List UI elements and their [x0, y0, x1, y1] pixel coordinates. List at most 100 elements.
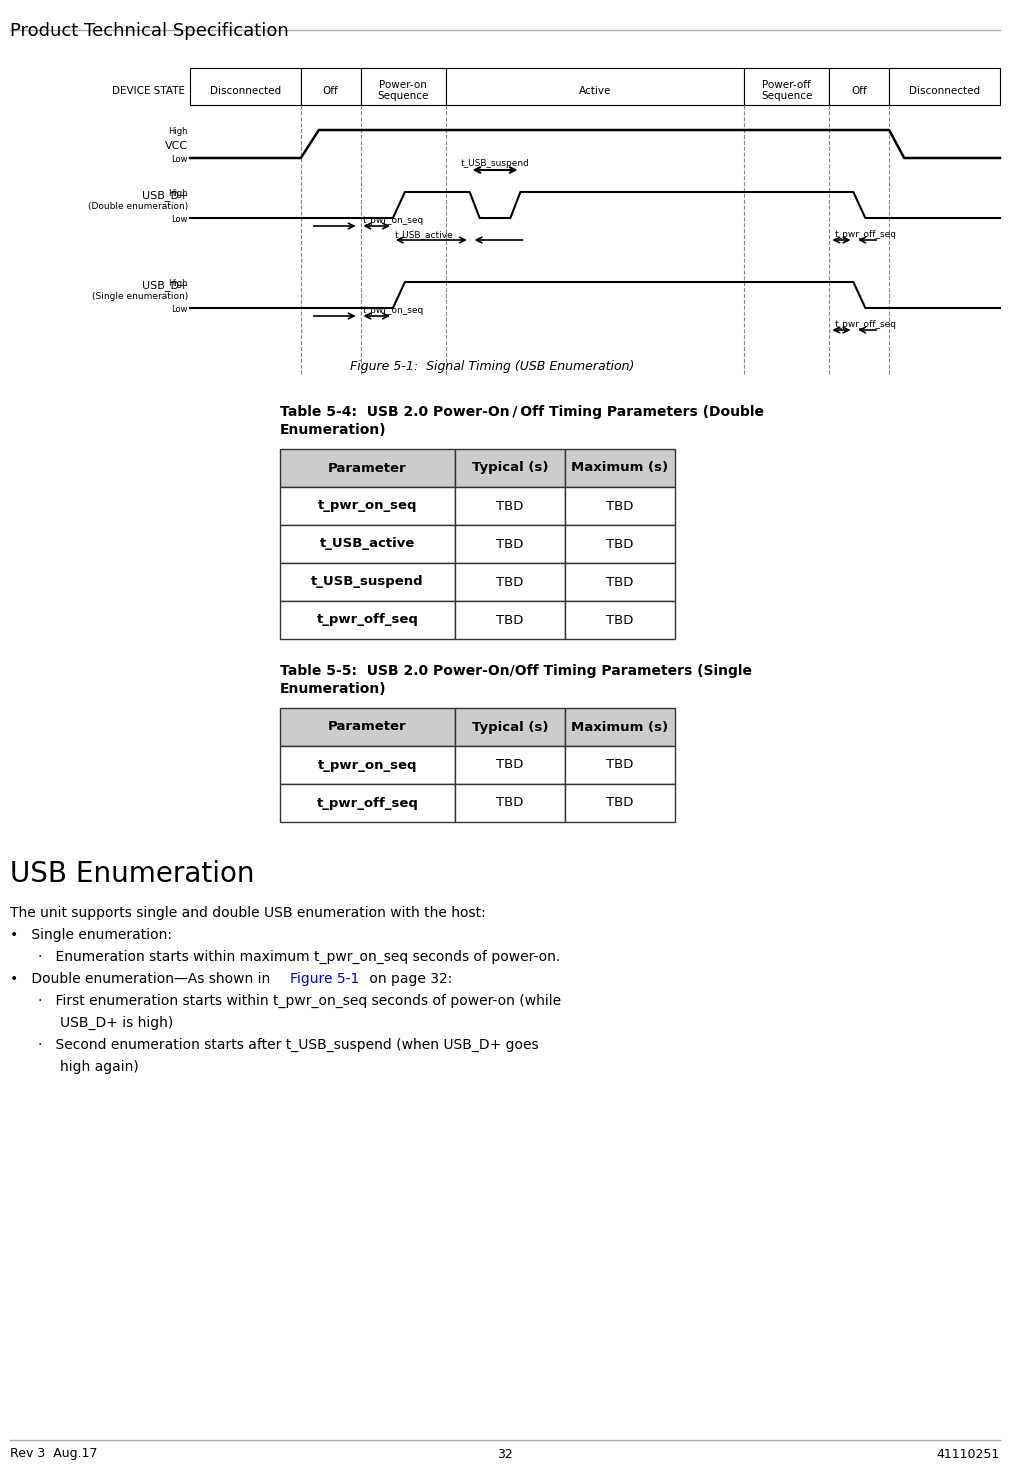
Text: High: High — [169, 189, 188, 199]
Text: Disconnected: Disconnected — [210, 85, 281, 95]
Text: high again): high again) — [60, 1060, 138, 1075]
Text: (Double enumeration): (Double enumeration) — [88, 202, 188, 211]
Text: TBD: TBD — [606, 575, 633, 589]
Text: •   Double enumeration—As shown in: • Double enumeration—As shown in — [10, 972, 275, 985]
Text: •   Single enumeration:: • Single enumeration: — [10, 928, 172, 941]
Bar — [280, 709, 454, 747]
Bar — [301, 67, 361, 105]
Bar — [280, 747, 454, 785]
Bar — [454, 526, 565, 564]
Text: 32: 32 — [497, 1448, 513, 1461]
Text: t_USB_suspend: t_USB_suspend — [461, 160, 529, 168]
Bar — [829, 67, 889, 105]
Bar — [565, 526, 675, 564]
Bar — [454, 747, 565, 785]
Text: Rev 3  Aug.17: Rev 3 Aug.17 — [10, 1448, 98, 1461]
Bar — [454, 449, 565, 488]
Text: The unit supports single and double USB enumeration with the host:: The unit supports single and double USB … — [10, 906, 486, 919]
Bar — [190, 67, 301, 105]
Text: TBD: TBD — [606, 758, 633, 772]
Text: Table 5-4:  USB 2.0 Power-On / Off Timing Parameters (Double: Table 5-4: USB 2.0 Power-On / Off Timing… — [280, 406, 764, 419]
Bar — [454, 785, 565, 821]
Text: Disconnected: Disconnected — [909, 85, 980, 95]
Text: Low: Low — [172, 215, 188, 224]
Text: TBD: TBD — [496, 758, 524, 772]
Text: Figure 5-1:  Signal Timing (USB Enumeration): Figure 5-1: Signal Timing (USB Enumerati… — [350, 360, 634, 373]
Text: TBD: TBD — [606, 613, 633, 627]
Text: TBD: TBD — [606, 537, 633, 550]
Bar — [565, 602, 675, 638]
Text: on page 32:: on page 32: — [365, 972, 452, 985]
Text: TBD: TBD — [496, 537, 524, 550]
Text: USB_D+: USB_D+ — [141, 190, 188, 201]
Bar — [454, 564, 565, 602]
Text: Table 5-5:  USB 2.0 Power-On/Off Timing Parameters (Single: Table 5-5: USB 2.0 Power-On/Off Timing P… — [280, 665, 752, 678]
Bar — [280, 564, 454, 602]
Bar — [280, 785, 454, 821]
Text: ·   First enumeration starts within t_pwr_on_seq seconds of power-on (while: · First enumeration starts within t_pwr_… — [38, 994, 562, 1009]
Text: Low: Low — [172, 306, 188, 315]
Bar — [565, 449, 675, 488]
Text: TBD: TBD — [496, 796, 524, 810]
Text: t_pwr_off_seq: t_pwr_off_seq — [316, 796, 418, 810]
Text: t_pwr_on_seq: t_pwr_on_seq — [318, 758, 417, 772]
Text: High: High — [169, 127, 188, 136]
Bar — [361, 67, 445, 105]
Text: Low: Low — [172, 155, 188, 164]
Text: Power-on
Sequence: Power-on Sequence — [378, 79, 429, 101]
Text: t_USB_active: t_USB_active — [320, 537, 415, 550]
Bar — [280, 449, 454, 488]
Text: TBD: TBD — [496, 575, 524, 589]
Text: USB Enumeration: USB Enumeration — [10, 859, 255, 889]
Bar — [454, 602, 565, 638]
Bar — [565, 564, 675, 602]
Bar — [565, 785, 675, 821]
Text: Off: Off — [323, 85, 338, 95]
Bar — [565, 488, 675, 526]
Text: Product Technical Specification: Product Technical Specification — [10, 22, 289, 40]
Bar — [445, 67, 744, 105]
Bar — [744, 67, 829, 105]
Bar — [454, 709, 565, 747]
Text: USB_D+: USB_D+ — [141, 280, 188, 291]
Bar — [280, 526, 454, 564]
Text: Parameter: Parameter — [328, 461, 407, 474]
Bar — [280, 488, 454, 526]
Text: DEVICE STATE: DEVICE STATE — [112, 86, 185, 97]
Text: Maximum (s): Maximum (s) — [572, 720, 669, 733]
Text: TBD: TBD — [496, 499, 524, 512]
Text: 41110251: 41110251 — [936, 1448, 1000, 1461]
Bar — [454, 488, 565, 526]
Text: Parameter: Parameter — [328, 720, 407, 733]
Text: Active: Active — [579, 85, 611, 95]
Text: Enumeration): Enumeration) — [280, 682, 387, 695]
Text: Power-off
Sequence: Power-off Sequence — [762, 79, 812, 101]
Text: Enumeration): Enumeration) — [280, 423, 387, 436]
Text: Typical (s): Typical (s) — [472, 461, 548, 474]
Bar — [565, 747, 675, 785]
Text: t_USB_suspend: t_USB_suspend — [311, 575, 424, 589]
Text: TBD: TBD — [606, 499, 633, 512]
Text: t_pwr_on_seq: t_pwr_on_seq — [363, 306, 424, 315]
Text: ·   Second enumeration starts after t_USB_suspend (when USB_D+ goes: · Second enumeration starts after t_USB_… — [38, 1038, 538, 1053]
Bar — [565, 709, 675, 747]
Text: Figure 5-1: Figure 5-1 — [290, 972, 360, 985]
Text: t_pwr_on_seq: t_pwr_on_seq — [363, 217, 424, 225]
Text: t_pwr_on_seq: t_pwr_on_seq — [318, 499, 417, 512]
Bar — [280, 602, 454, 638]
Text: TBD: TBD — [606, 796, 633, 810]
Text: VCC: VCC — [165, 141, 188, 151]
Text: t_pwr_off_seq: t_pwr_off_seq — [834, 321, 897, 329]
Text: t_pwr_off_seq: t_pwr_off_seq — [316, 613, 418, 627]
Text: Off: Off — [851, 85, 868, 95]
Text: High: High — [169, 280, 188, 288]
Text: t_USB_active: t_USB_active — [395, 230, 453, 239]
Text: USB_D+ is high): USB_D+ is high) — [60, 1016, 174, 1031]
Text: t_pwr_off_seq: t_pwr_off_seq — [834, 230, 897, 239]
Text: Typical (s): Typical (s) — [472, 720, 548, 733]
Bar — [889, 67, 1000, 105]
Text: TBD: TBD — [496, 613, 524, 627]
Text: Maximum (s): Maximum (s) — [572, 461, 669, 474]
Text: (Single enumeration): (Single enumeration) — [92, 291, 188, 302]
Text: ·   Enumeration starts within maximum t_pwr_on_seq seconds of power-on.: · Enumeration starts within maximum t_pw… — [38, 950, 561, 965]
